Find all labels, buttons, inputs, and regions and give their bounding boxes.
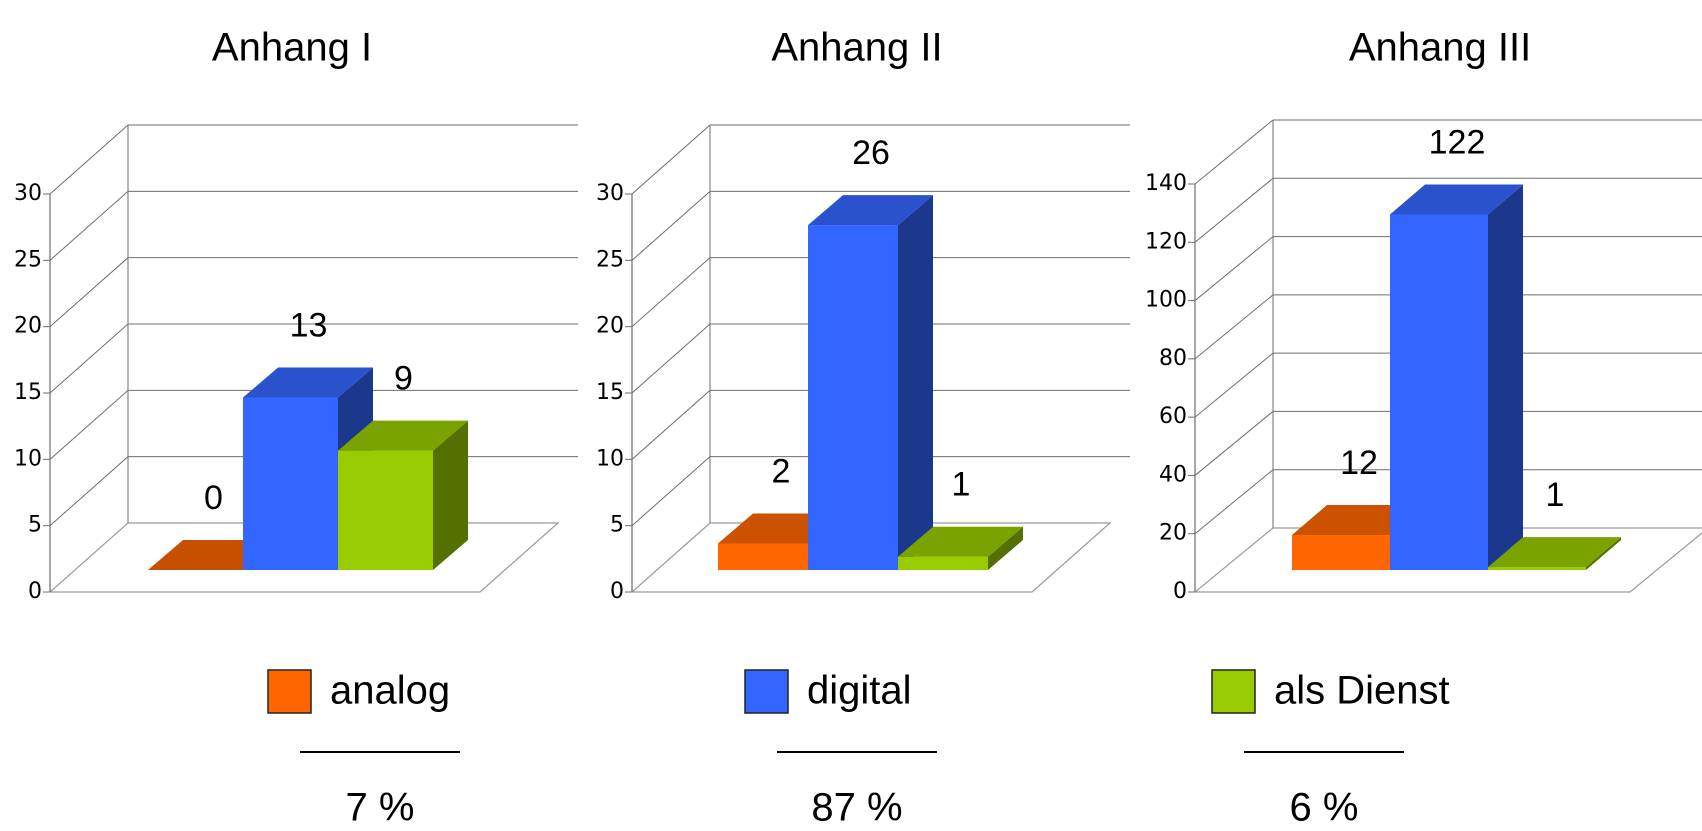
chart-1: Anhang I 0 5 10 15 20 25 30 0 13 9 bbox=[14, 26, 578, 604]
bar-top bbox=[1390, 184, 1523, 215]
legend-label: als Dienst bbox=[1274, 669, 1450, 713]
data-label: 1 bbox=[1546, 476, 1565, 514]
data-label: 13 bbox=[290, 307, 328, 345]
y-tick-label: 30 bbox=[14, 181, 42, 206]
y-tick-label: 15 bbox=[14, 380, 42, 405]
data-label: 0 bbox=[204, 479, 223, 517]
y-tick-label: 20 bbox=[596, 314, 624, 339]
gridline-diagonal bbox=[631, 257, 711, 328]
y-tick-label: 140 bbox=[1145, 171, 1187, 196]
chart-title: Anhang III bbox=[1349, 26, 1531, 70]
gridline-diagonal bbox=[49, 456, 129, 527]
legend-label: digital bbox=[807, 669, 912, 713]
bar-side bbox=[433, 420, 468, 570]
gridline-diagonal bbox=[631, 124, 711, 195]
legend-item-als-Dienst: als Dienst 6 % bbox=[1211, 669, 1450, 830]
bar-als-Dienst bbox=[898, 526, 1023, 570]
legend-swatch bbox=[1211, 669, 1256, 714]
data-label: 12 bbox=[1340, 444, 1378, 482]
y-tick-label: 40 bbox=[1159, 462, 1187, 487]
y-tick-label: 25 bbox=[14, 247, 42, 272]
chart-title: Anhang II bbox=[771, 26, 942, 70]
bar-digital bbox=[243, 367, 373, 570]
chart-title: Anhang I bbox=[212, 26, 372, 70]
bar-top bbox=[808, 195, 933, 226]
y-tick-label: 80 bbox=[1159, 346, 1187, 371]
bar-front bbox=[718, 543, 808, 570]
gridline-diagonal bbox=[49, 190, 129, 261]
data-label: 26 bbox=[852, 134, 890, 172]
bar-front bbox=[1390, 214, 1488, 570]
data-label: 1 bbox=[952, 466, 971, 504]
y-tick-label: 5 bbox=[28, 513, 42, 538]
gridline-diagonal bbox=[631, 389, 711, 460]
chart-2: Anhang II 0 5 10 15 20 25 30 2 26 1 bbox=[596, 26, 1130, 604]
percent-label: 6 % bbox=[1290, 786, 1359, 830]
bar-als-Dienst bbox=[1488, 537, 1621, 570]
gridline-diagonal bbox=[1194, 411, 1274, 476]
bar-side bbox=[1586, 537, 1621, 570]
bar-digital bbox=[1390, 184, 1523, 570]
y-tick-label: 30 bbox=[596, 181, 624, 206]
gridline-diagonal bbox=[49, 124, 129, 195]
y-tick-label: 0 bbox=[1173, 579, 1187, 604]
bar-top bbox=[1488, 537, 1621, 568]
legend-label: analog bbox=[330, 669, 450, 713]
legend-swatch bbox=[744, 669, 789, 714]
bar-front bbox=[1488, 567, 1586, 570]
data-label: 2 bbox=[772, 452, 791, 490]
gridline-diagonal bbox=[49, 257, 129, 328]
gridline-diagonal bbox=[1194, 177, 1274, 243]
bar-side bbox=[1488, 184, 1523, 570]
bar-top bbox=[898, 526, 1023, 557]
y-tick-label: 0 bbox=[28, 579, 42, 604]
bar-front bbox=[898, 556, 988, 570]
data-label: 122 bbox=[1429, 123, 1486, 161]
gridline-diagonal bbox=[631, 456, 711, 527]
percent-label: 87 % bbox=[811, 786, 902, 830]
gridline-diagonal bbox=[1194, 119, 1274, 185]
y-tick-label: 20 bbox=[14, 314, 42, 339]
gridline-diagonal bbox=[1194, 236, 1274, 301]
y-tick-label: 15 bbox=[596, 380, 624, 405]
gridline-diagonal bbox=[1194, 469, 1274, 535]
gridline-diagonal bbox=[631, 323, 711, 394]
floor bbox=[630, 522, 1112, 593]
floor bbox=[1193, 527, 1702, 593]
y-tick-label: 10 bbox=[14, 446, 42, 471]
bar-top bbox=[338, 420, 468, 451]
bar-als-Dienst bbox=[338, 420, 468, 570]
bar-digital bbox=[808, 195, 933, 571]
bar-front bbox=[1292, 535, 1390, 570]
gridline-diagonal bbox=[1194, 352, 1274, 418]
gridline-diagonal bbox=[49, 389, 129, 460]
floor bbox=[48, 522, 560, 593]
y-tick-label: 20 bbox=[1159, 521, 1187, 546]
legend-swatch bbox=[267, 669, 312, 714]
gridline-diagonal bbox=[631, 190, 711, 261]
y-tick-label: 10 bbox=[596, 446, 624, 471]
chart-3: Anhang III 0 20 40 60 80 100 120 140 12 122 1 bbox=[1145, 26, 1702, 604]
percent-label: 7 % bbox=[346, 786, 415, 830]
data-label: 9 bbox=[394, 360, 413, 398]
legend-item-digital: digital 87 % bbox=[744, 669, 937, 830]
bar-front bbox=[243, 397, 338, 570]
legend-item-analog: analog 7 % bbox=[267, 669, 460, 830]
gridline-diagonal bbox=[1194, 294, 1274, 360]
y-tick-label: 0 bbox=[610, 579, 624, 604]
bar-front bbox=[338, 450, 433, 570]
bar-top bbox=[243, 367, 373, 398]
y-tick-label: 60 bbox=[1159, 404, 1187, 429]
y-tick-label: 25 bbox=[596, 247, 624, 272]
bar-side bbox=[898, 195, 933, 571]
y-tick-label: 5 bbox=[610, 513, 624, 538]
y-tick-label: 100 bbox=[1145, 288, 1187, 313]
gridline-diagonal bbox=[49, 323, 129, 394]
bar-front bbox=[808, 225, 898, 571]
bar-side bbox=[988, 526, 1023, 570]
y-tick-label: 120 bbox=[1145, 229, 1187, 254]
